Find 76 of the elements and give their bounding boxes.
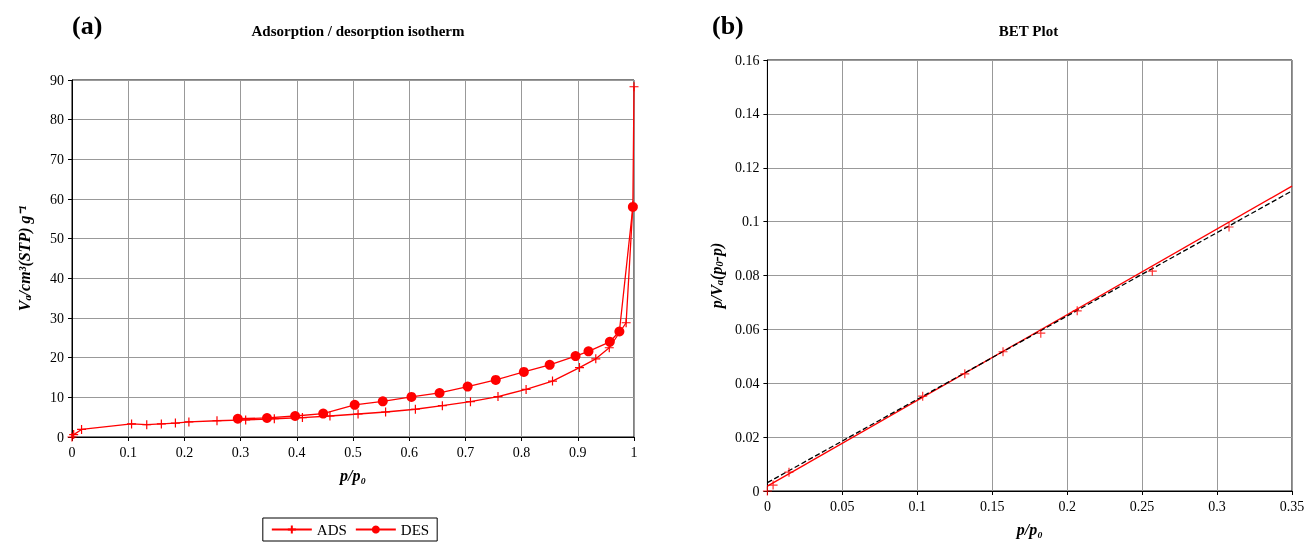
point (183, 416, 194, 428)
chart-title: Adsorption / desorption isotherm (251, 22, 465, 39)
point (997, 346, 1009, 357)
y-tick-label: 10 (50, 389, 64, 405)
point (170, 418, 181, 429)
x-tick-label: 0.15 (979, 498, 1005, 514)
x-tick-label: 0.4 (288, 444, 306, 460)
point (628, 81, 640, 92)
x-tick-label: 0.5 (344, 444, 362, 460)
x-tick-label: 0 (68, 444, 76, 460)
point (377, 396, 388, 407)
point (521, 384, 532, 395)
x-tick-label: 0.6 (400, 444, 418, 460)
y-tick-label: 0.08 (734, 268, 760, 283)
y-tick-label: 20 (50, 350, 64, 366)
y-tick-label: 50 (50, 231, 64, 247)
point (492, 391, 504, 402)
x-tick-label: 0.8 (512, 444, 531, 460)
point (1035, 328, 1046, 339)
x-tick-label: 0.05 (830, 498, 855, 514)
y-tick-label: 0.14 (734, 106, 760, 122)
y-tick-label: 30 (50, 310, 64, 326)
y-tick-label: 0.16 (734, 52, 760, 68)
text: (b) (712, 10, 744, 40)
y-tick-label: 60 (50, 191, 64, 207)
y-axis-title: p/Va(p0-p) (707, 242, 726, 311)
text: (a) (72, 10, 103, 40)
y-tick-label: 70 (50, 151, 64, 167)
x-axis-title: p/p₀ (337, 466, 367, 485)
point (547, 375, 558, 387)
y-tick-label: 0 (57, 429, 64, 445)
point (621, 317, 632, 328)
point (518, 366, 529, 377)
y-tick-label: 0.12 (734, 160, 760, 176)
y-tick-label: 0.04 (734, 375, 760, 391)
legend-label: ADS (316, 521, 347, 538)
y-tick-label: 90 (50, 72, 64, 88)
x-tick-label: 0.35 (1279, 498, 1305, 514)
chart-title: BET Plot (998, 22, 1059, 39)
point (490, 374, 501, 385)
y-tick-label: 40 (50, 270, 64, 286)
point (126, 418, 137, 430)
point (462, 381, 473, 392)
x-tick-label: 0.1 (908, 498, 927, 514)
point (380, 406, 391, 418)
point (352, 408, 364, 420)
x-tick-label: 1 (630, 444, 638, 460)
y-tick-label: 0 (752, 483, 760, 499)
x-tick-label: 0.3 (231, 444, 250, 460)
y-tick-label: 0.1 (741, 214, 760, 230)
point (406, 391, 417, 402)
y-tick-label: 0.02 (734, 429, 760, 445)
point (211, 415, 223, 426)
x-tick-label: 0.2 (1058, 498, 1076, 514)
y-tick-label: 0.06 (734, 321, 760, 337)
point (349, 399, 360, 410)
y-tick-label: 80 (50, 112, 64, 128)
point (156, 418, 167, 430)
point (583, 346, 594, 357)
point (762, 485, 773, 497)
x-tick-label: 0 (763, 498, 771, 514)
x-tick-label: 0.3 (1208, 498, 1226, 514)
point (544, 359, 555, 370)
point (1223, 221, 1235, 233)
x-tick-label: 0.7 (456, 444, 475, 460)
point (434, 387, 445, 398)
x-tick-label: 0.1 (119, 444, 137, 460)
x-tick-label: 0.25 (1129, 498, 1155, 514)
point (590, 353, 601, 364)
point (570, 351, 581, 362)
point (783, 467, 795, 478)
y-axis-title: Va/cm³(STP) g⁻¹ (15, 205, 34, 312)
x-tick-label: 0.9 (569, 444, 587, 460)
x-tick-label: 0.2 (175, 444, 194, 460)
x-axis-title: p/p₀ (1014, 520, 1043, 539)
legend-label: DES (400, 521, 430, 538)
